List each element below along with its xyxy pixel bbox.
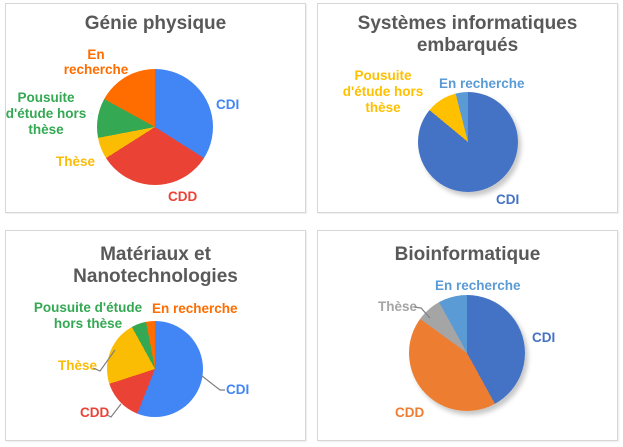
- slice-label-cdi: CDI: [226, 382, 250, 397]
- pie-bioinformatique: [409, 295, 525, 411]
- chart-title-systemes-informatiques: Systèmes informatiques embarqués: [357, 13, 578, 56]
- slice-label-cdd: CDD: [168, 189, 198, 204]
- chart-title-materiaux-nanotechnologies: Matériaux et Nanotechnologies: [73, 244, 238, 287]
- slice-label-cdi: CDI: [532, 330, 556, 345]
- slice-label-cdi: CDI: [496, 192, 520, 207]
- slice-label-en-recherche: En recherche: [439, 76, 525, 91]
- slice-label-cdi: CDI: [216, 97, 240, 112]
- slice-label-these: Thèse: [58, 358, 98, 373]
- slice-label-en-recherche: En recherche: [435, 278, 521, 293]
- pie-systemes-informatiques: [418, 92, 518, 192]
- slice-label-en-recherche: En recherche: [152, 301, 238, 316]
- chart-panel-materiaux-nanotechnologies: Matériaux et Nanotechnologies Pousuite d…: [5, 230, 306, 441]
- slice-label-cdd: CDD: [395, 405, 425, 420]
- chart-panel-bioinformatique: Bioinformatique En recherche Thèse CDI C…: [317, 230, 618, 441]
- pie-genie-physique: [97, 69, 213, 185]
- chart-panel-genie-physique: Génie physique En recherche CDI Pousuite…: [5, 3, 306, 213]
- chart-panel-systemes-informatiques: Systèmes informatiques embarqués Pousuit…: [317, 3, 618, 213]
- slice-label-poursuite-etude: Pousuite d'étude hors thèse: [342, 68, 424, 115]
- slice-label-en-recherche: En recherche: [63, 47, 129, 77]
- slice-label-cdd: CDD: [80, 405, 110, 420]
- chart-title-genie-physique: Génie physique: [84, 13, 227, 34]
- chart-title-bioinformatique: Bioinformatique: [394, 244, 541, 265]
- slice-label-these: Thèse: [56, 154, 96, 169]
- leader-line-cdi: [201, 375, 225, 391]
- slice-label-poursuite-etude: Pousuite d'étude hors thèse: [5, 90, 87, 137]
- slice-label-poursuite-etude: Pousuite d'étude hors thèse: [33, 300, 143, 331]
- pie-materiaux-nanotechnologies: [107, 321, 203, 417]
- slice-label-these: Thèse: [378, 299, 418, 314]
